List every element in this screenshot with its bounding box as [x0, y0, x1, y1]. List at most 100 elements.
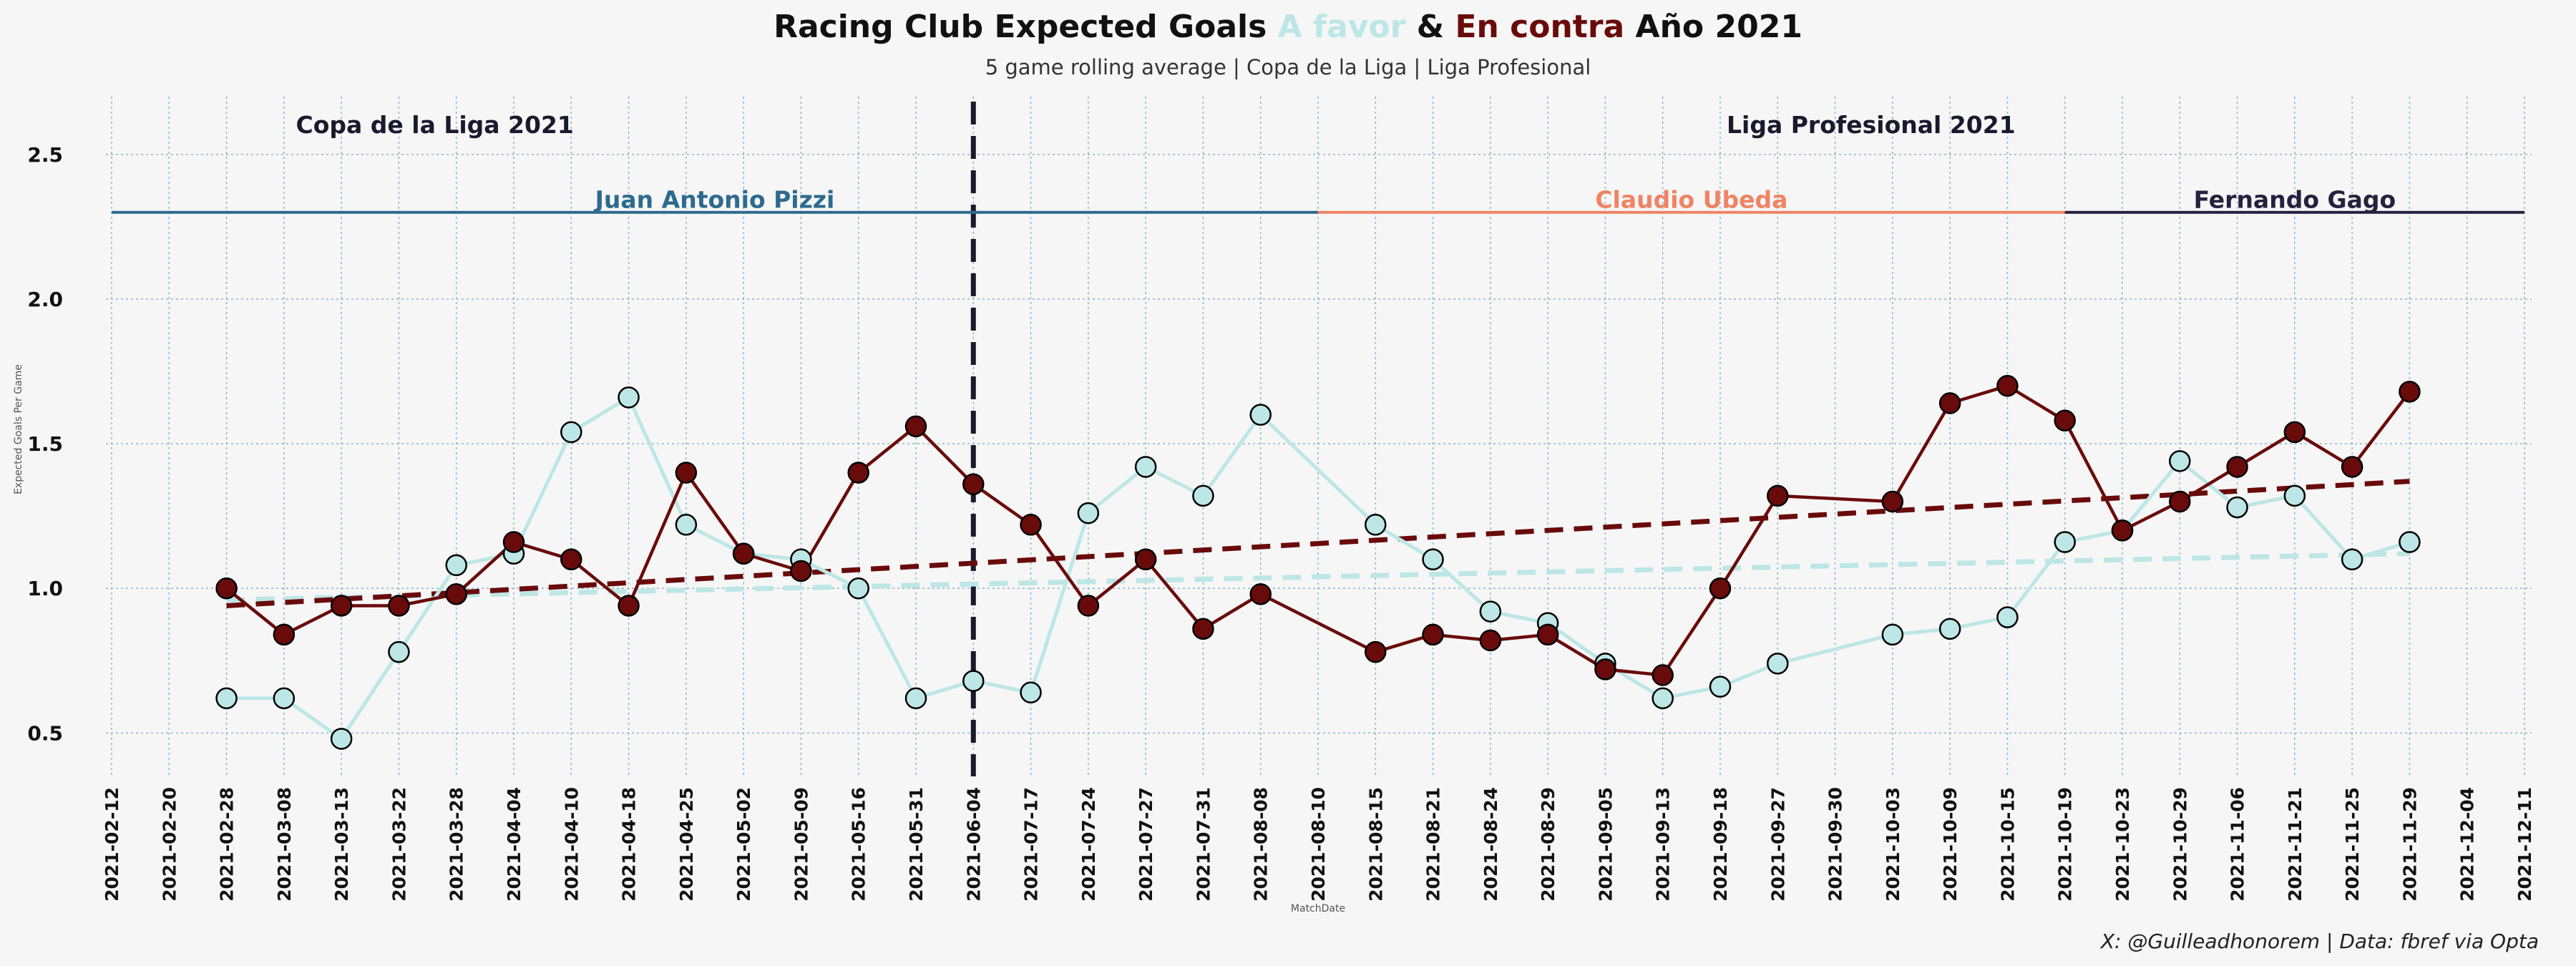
- x-tick-label: 2021-02-20: [159, 787, 180, 902]
- x-tick-label: 2021-10-03: [1883, 787, 1903, 902]
- data-point: [1422, 548, 1444, 571]
- data-point: [445, 583, 467, 605]
- data-point: [1709, 577, 1732, 600]
- x-tick-label: 2021-12-04: [2457, 787, 2478, 902]
- trend-lines: [226, 479, 2410, 608]
- data-point: [1249, 583, 1272, 605]
- data-point: [1192, 618, 1214, 640]
- data-point: [904, 415, 927, 438]
- y-tick-label: 2.5: [27, 143, 63, 167]
- data-point: [1365, 640, 1387, 663]
- data-point: [1881, 623, 1904, 646]
- data-point: [1767, 484, 1789, 507]
- data-point: [560, 548, 582, 571]
- x-tick-label: 2021-05-02: [733, 787, 754, 902]
- data-point: [330, 728, 353, 750]
- data-point: [273, 687, 296, 710]
- data-point: [1996, 606, 2019, 628]
- manager-label: Claudio Ubeda: [1595, 186, 1787, 214]
- data-point: [618, 595, 640, 617]
- x-tick-label: 2021-07-24: [1078, 787, 1099, 902]
- data-point: [1077, 595, 1100, 617]
- annotations: Copa de la Liga 2021 Liga Profesional 202…: [112, 102, 2524, 776]
- data-point: [847, 577, 869, 600]
- data-point: [388, 640, 410, 663]
- x-tick-label: 2021-08-15: [1365, 787, 1386, 902]
- data-point: [732, 542, 755, 565]
- x-tick-label: 2021-04-04: [504, 787, 525, 902]
- y-tick-label: 1.0: [27, 577, 63, 600]
- x-tick-label: 2021-10-19: [2055, 787, 2076, 902]
- data-point: [962, 473, 985, 495]
- section-label: Copa de la Liga 2021: [296, 111, 574, 139]
- x-tick-label: 2021-03-08: [274, 787, 295, 902]
- x-tick-label: 2021-04-25: [676, 787, 697, 902]
- data-point: [1249, 404, 1272, 426]
- data-point: [1938, 618, 1961, 640]
- title-part-3: &: [1405, 9, 1455, 45]
- data-point: [2341, 548, 2363, 571]
- data-point: [1938, 392, 1961, 414]
- data-point: [1020, 681, 1042, 704]
- x-tick-label: 2021-11-25: [2342, 787, 2363, 902]
- data-point: [2341, 456, 2363, 478]
- data-point: [1422, 623, 1444, 646]
- x-tick-label: 2021-09-18: [1710, 787, 1731, 902]
- x-tick-label: 2021-05-31: [906, 787, 927, 902]
- x-tick-label: 2021-08-10: [1308, 787, 1329, 902]
- x-tick-label: 2021-07-31: [1193, 787, 1214, 902]
- data-point: [675, 514, 698, 536]
- y-tick-label: 2.0: [27, 288, 63, 311]
- section-label: Liga Profesional 2021: [1727, 111, 2016, 139]
- data-point: [2169, 450, 2191, 472]
- x-tick-label: 2021-07-17: [1021, 787, 1042, 902]
- data-point: [1881, 490, 1904, 513]
- data-point: [1479, 629, 1502, 652]
- data-point: [445, 554, 467, 577]
- x-axis-label: MatchDate: [1291, 903, 1345, 914]
- manager-label: Fernando Gago: [2194, 186, 2396, 214]
- x-tick-label: 2021-10-29: [2170, 787, 2190, 902]
- grid: [106, 97, 2532, 776]
- x-tick-label: 2021-05-16: [849, 787, 869, 902]
- title-favor: A favor: [1278, 9, 1406, 45]
- data-point: [560, 421, 582, 444]
- data-point: [1709, 675, 1732, 698]
- x-tick-label: 2021-11-21: [2285, 787, 2306, 902]
- data-point: [502, 531, 525, 553]
- axis-ticks: 0.5 1.0 1.5 2.0 2.5 2021-02-12 2021-02-20 2021-…: [27, 143, 2535, 902]
- data-point: [273, 623, 296, 646]
- data-point: [2226, 496, 2248, 519]
- data-point: [847, 462, 869, 484]
- x-tick-label: 2021-11-06: [2228, 787, 2248, 902]
- footer-credit: X: @Guilleadhonorem | Data: fbref via Op…: [2099, 930, 2539, 953]
- x-tick-label: 2021-08-24: [1480, 787, 1501, 902]
- data-point: [2111, 519, 2134, 542]
- chart-subtitle: 5 game rolling average | Copa de la Liga…: [985, 55, 1591, 79]
- data-point: [1077, 502, 1100, 525]
- x-tick-label: 2021-10-23: [2112, 787, 2133, 902]
- x-tick-label: 2021-09-30: [1825, 787, 1846, 902]
- title-part-5: Año 2021: [1624, 9, 1802, 45]
- x-tick-label: 2021-08-29: [1538, 787, 1558, 902]
- data-point: [1652, 687, 1674, 710]
- data-point: [1134, 548, 1157, 571]
- data-point: [2169, 490, 2191, 513]
- title-contra: En contra: [1455, 9, 1624, 45]
- x-tick-label: 2021-02-12: [102, 787, 122, 902]
- data-point: [2226, 456, 2248, 478]
- data-point: [1192, 484, 1214, 507]
- x-tick-label: 2021-07-27: [1136, 787, 1156, 902]
- data-point: [790, 560, 812, 582]
- trend-line: [226, 551, 2410, 602]
- data-point: [1134, 456, 1157, 478]
- chart-title: Racing Club Expected Goals A favor & En …: [774, 9, 1802, 45]
- data-point: [2399, 531, 2421, 553]
- data-point: [2054, 409, 2076, 432]
- x-tick-label: 2021-09-13: [1653, 787, 1674, 902]
- data-point: [388, 595, 410, 617]
- x-tick-label: 2021-10-15: [1997, 787, 2018, 902]
- x-tick-label: 2021-09-27: [1767, 787, 1788, 902]
- data-point: [1767, 653, 1789, 675]
